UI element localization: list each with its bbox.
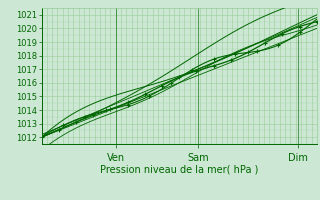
X-axis label: Pression niveau de la mer( hPa ): Pression niveau de la mer( hPa )	[100, 164, 258, 174]
